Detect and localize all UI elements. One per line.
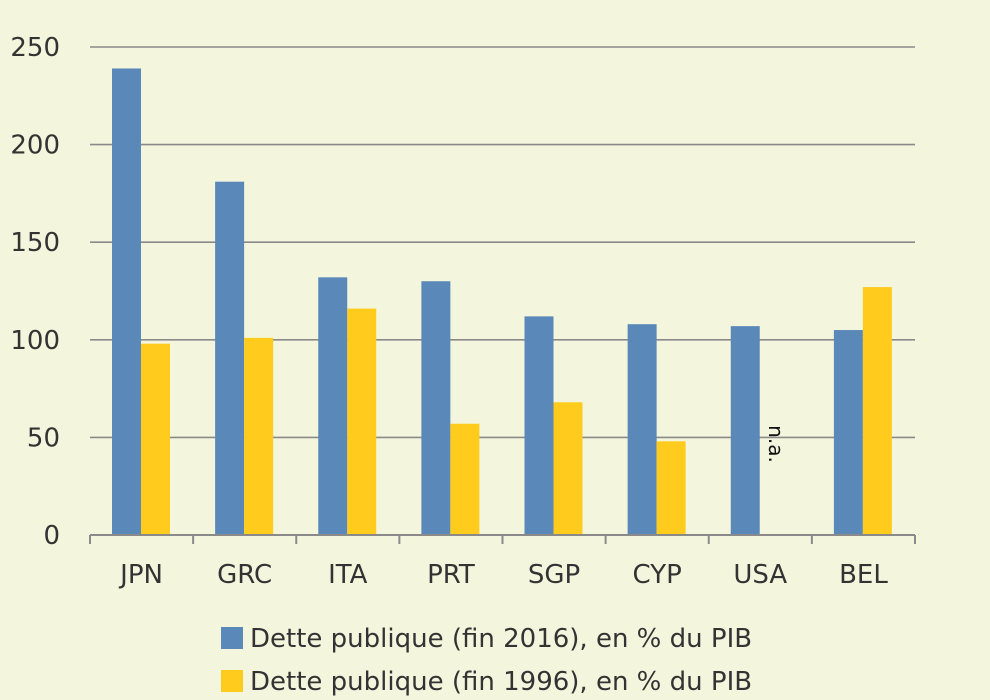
bar-sgp-series-1	[524, 316, 554, 535]
legend-label: Dette publique (fin 2016), en % du PIB	[250, 624, 752, 654]
x-tick-label: JPN	[118, 560, 163, 590]
bar-grc-series-2	[244, 337, 274, 535]
x-axis	[89, 534, 916, 544]
x-tick-label: CYP	[633, 560, 682, 590]
bar-prt-series-2	[450, 423, 480, 535]
x-tick-label: SGP	[528, 560, 580, 590]
bar-prt-series-1	[421, 281, 451, 535]
y-tick-label: 0	[43, 521, 60, 551]
gridlines	[90, 46, 915, 439]
y-tick-label: 200	[10, 131, 60, 161]
bar-cyp-series-2	[656, 441, 686, 535]
x-tick-label: GRC	[217, 560, 272, 590]
x-tick-label: PRT	[427, 560, 475, 590]
y-axis-ticks: 0 50 100 150 200 250	[10, 33, 60, 551]
x-axis-ticks: JPN GRC ITA PRT SGP CYP USA BEL	[118, 560, 888, 590]
bar-usa-series-1	[730, 326, 760, 535]
bar-jpn-series-2	[141, 343, 170, 535]
bar-ita-series-1	[318, 277, 348, 535]
y-tick-label: 150	[10, 228, 60, 258]
bar-bel-series-1	[833, 330, 863, 535]
x-tick-label: ITA	[328, 560, 368, 590]
x-tick-label: BEL	[839, 560, 888, 590]
bars	[112, 68, 892, 536]
x-tick-label: USA	[733, 560, 787, 590]
bar-sgp-series-2	[553, 402, 583, 535]
not-available-label: n.a.	[764, 425, 788, 463]
bar-bel-series-2	[862, 287, 892, 535]
bar-jpn-series-1	[112, 68, 141, 536]
legend-swatch	[221, 627, 243, 649]
legend-swatch	[221, 670, 243, 692]
y-tick-label: 250	[10, 33, 60, 63]
bar-cyp-series-1	[627, 324, 657, 535]
bar-grc-series-1	[215, 181, 245, 536]
bar-ita-series-2	[347, 308, 377, 535]
y-tick-label: 100	[10, 326, 60, 356]
y-tick-label: 50	[27, 423, 60, 453]
legend-label: Dette publique (fin 1996), en % du PIB	[250, 667, 752, 697]
annotations: n.a.	[764, 425, 788, 463]
legend: Dette publique (fin 2016), en % du PIB De…	[221, 624, 752, 697]
